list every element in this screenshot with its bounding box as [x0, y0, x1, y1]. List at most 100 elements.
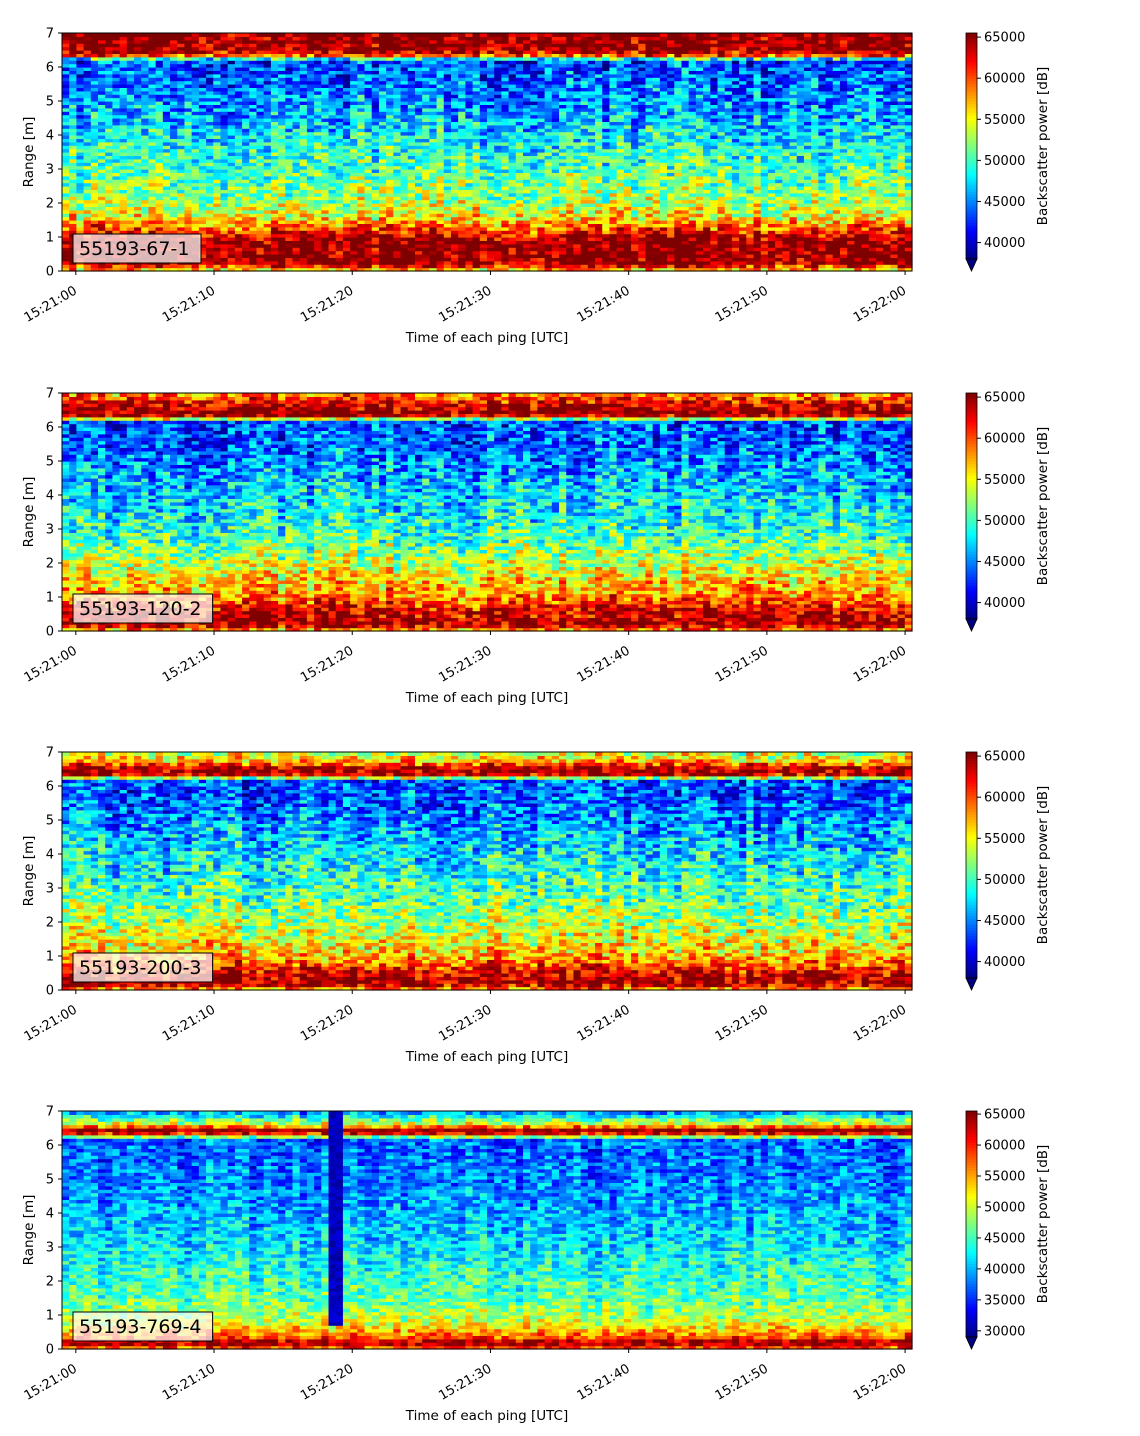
heatmap-cell — [509, 264, 517, 268]
heatmap-cell — [429, 166, 437, 170]
heatmap-cell — [444, 193, 452, 197]
heatmap-cell — [501, 142, 509, 146]
heatmap-cell — [329, 227, 337, 231]
heatmap-cell — [314, 159, 322, 163]
heatmap-cell — [293, 142, 301, 146]
heatmap-cell — [84, 183, 92, 187]
heatmap-cell — [235, 251, 243, 255]
heatmap-cell — [530, 234, 538, 238]
heatmap-cell — [494, 193, 502, 197]
heatmap-cell — [451, 142, 459, 146]
heatmap-cell — [336, 132, 344, 136]
heatmap-cell — [379, 244, 387, 248]
heatmap-cell — [177, 193, 185, 197]
heatmap-cell — [429, 142, 437, 146]
heatmap-cell — [278, 132, 286, 136]
heatmap-cell — [148, 193, 156, 197]
heatmap-cell — [329, 132, 337, 136]
heatmap-cell — [321, 264, 329, 268]
heatmap-cell — [199, 166, 207, 170]
heatmap-cell — [76, 193, 84, 197]
heatmap-cell — [170, 210, 178, 214]
heatmap-cell — [148, 210, 156, 214]
heatmap-cell — [300, 183, 308, 187]
heatmap-cell — [163, 183, 171, 187]
heatmap-cell — [343, 33, 351, 37]
heatmap-cell — [509, 142, 517, 146]
heatmap-cell — [235, 210, 243, 214]
heatmap-cell — [444, 217, 452, 221]
heatmap-cell — [177, 210, 185, 214]
heatmap-cell — [141, 210, 149, 214]
heatmap-cell — [357, 234, 365, 238]
heatmap-cell — [134, 33, 142, 37]
heatmap-cell — [480, 200, 488, 204]
heatmap-cell — [314, 193, 322, 197]
heatmap-cell — [228, 227, 236, 231]
heatmap-cell — [264, 166, 272, 170]
heatmap-cell — [148, 142, 156, 146]
heatmap-cell — [537, 176, 545, 180]
heatmap-cell — [249, 159, 257, 163]
heatmap-cell — [256, 166, 264, 170]
heatmap-cell — [501, 176, 509, 180]
heatmap-cell — [372, 244, 380, 248]
heatmap-cell — [163, 217, 171, 221]
heatmap-cell — [307, 244, 315, 248]
heatmap-cell — [415, 183, 423, 187]
heatmap-cell — [127, 200, 135, 204]
heatmap-cell — [321, 210, 329, 214]
heatmap-cell — [206, 149, 214, 153]
heatmap-cell — [357, 33, 365, 37]
heatmap-cell — [473, 193, 481, 197]
heatmap-cell — [220, 166, 228, 170]
heatmap-cell — [444, 149, 452, 153]
heatmap-cell — [120, 132, 128, 136]
heatmap-cell — [451, 149, 459, 153]
heatmap-cell — [357, 251, 365, 255]
heatmap-cell — [487, 234, 495, 238]
heatmap-cell — [444, 244, 452, 248]
heatmap-cell — [148, 227, 156, 231]
heatmap-cell — [480, 33, 488, 37]
heatmap-cell — [192, 217, 200, 221]
heatmap-cell — [249, 132, 257, 136]
heatmap-cell — [487, 149, 495, 153]
heatmap-cell — [357, 264, 365, 268]
heatmap-cell — [350, 210, 358, 214]
heatmap-cell — [422, 264, 430, 268]
heatmap-cell — [98, 183, 106, 187]
heatmap-cell — [170, 166, 178, 170]
heatmap-cell — [357, 227, 365, 231]
heatmap-cell — [141, 159, 149, 163]
heatmap-cell — [516, 200, 524, 204]
heatmap-cell — [314, 244, 322, 248]
heatmap-cell — [271, 159, 279, 163]
heatmap-cell — [357, 210, 365, 214]
heatmap-cell — [343, 244, 351, 248]
heatmap-cell — [293, 251, 301, 255]
heatmap-cell — [91, 176, 99, 180]
heatmap-cell — [206, 142, 214, 146]
heatmap-cell — [249, 264, 257, 268]
heatmap-cell — [62, 227, 70, 231]
heatmap-cell — [350, 264, 358, 268]
heatmap-cell — [408, 244, 416, 248]
heatmap-cell — [393, 210, 401, 214]
heatmap-cell — [127, 149, 135, 153]
heatmap-cell — [76, 142, 84, 146]
heatmap-cell — [76, 33, 84, 37]
heatmap-cell — [321, 33, 329, 37]
heatmap-cell — [422, 193, 430, 197]
heatmap-cell — [357, 183, 365, 187]
heatmap-cell — [148, 176, 156, 180]
heatmap-cell — [429, 244, 437, 248]
heatmap-cell — [350, 142, 358, 146]
heatmap-cell — [530, 251, 538, 255]
heatmap-cell — [84, 132, 92, 136]
heatmap-cell — [300, 132, 308, 136]
heatmap-cell — [552, 251, 560, 255]
heatmap-cell — [329, 176, 337, 180]
heatmap-cell — [523, 183, 531, 187]
heatmap-cell — [184, 149, 192, 153]
